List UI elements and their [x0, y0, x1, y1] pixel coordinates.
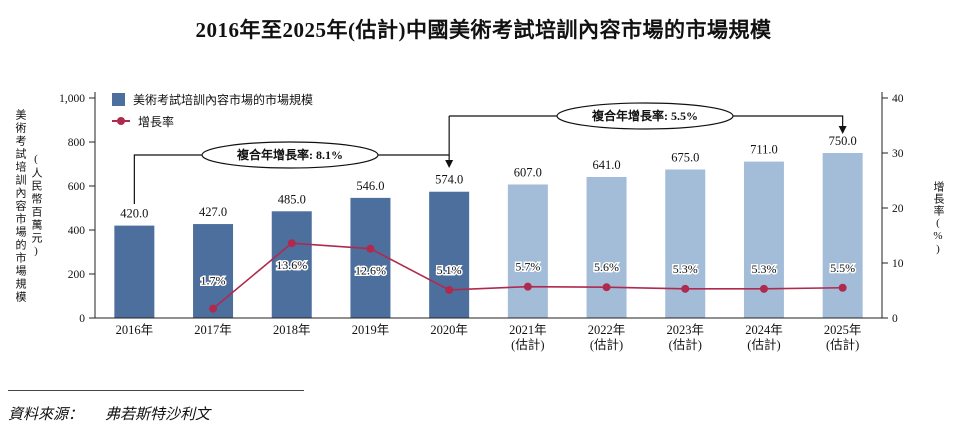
bar-value-label: 675.0	[671, 151, 699, 165]
cagr2-bubble	[556, 102, 734, 130]
y2-tick-label: 20	[892, 203, 904, 215]
growth-point-label: 13.6%	[276, 258, 307, 272]
bar-value-label: 750.0	[829, 134, 857, 148]
growth-point-label: 1.7%	[201, 274, 226, 288]
x-tick-note: (估計)	[826, 337, 859, 352]
growth-legend-marker	[112, 117, 130, 125]
y-tick-label: 600	[68, 181, 86, 193]
left-axis-label: 美術考試培訓內容市場的市場規模 (人民幣百萬元)	[12, 90, 44, 322]
growth-point-label: 12.6%	[355, 264, 386, 278]
y2-tick-label: 0	[892, 313, 898, 325]
growth-point-label: 5.7%	[515, 260, 540, 274]
source-label: 資料來源：	[8, 407, 84, 423]
y2-tick-label: 10	[892, 258, 904, 270]
left-axis-label-unit: (人民幣百萬元)	[30, 153, 42, 259]
y-tick-label: 800	[68, 137, 86, 149]
bar-value-label: 711.0	[750, 143, 778, 157]
bar-value-label: 546.0	[356, 179, 384, 193]
bar-2018年	[271, 211, 312, 318]
bar-2024年	[743, 161, 784, 318]
chart-title: 2016年至2025年(估計)中國美術考試培訓內容市場的市場規模	[195, 18, 772, 42]
x-tick-label: 2020年	[430, 323, 468, 337]
growth-point	[838, 283, 847, 292]
growth-point-label: 5.1%	[437, 263, 462, 277]
bar-2023年	[665, 169, 706, 318]
y-tick-label: 1,000	[59, 93, 85, 105]
bar-value-label: 485.0	[278, 192, 306, 206]
bar-2016年	[114, 225, 155, 318]
growth-legend-dot	[117, 117, 125, 125]
y2-tick-label: 30	[892, 148, 904, 160]
legend: 美術考試培訓內容市場的市場規模 增長率	[112, 92, 313, 136]
x-tick-label: 2019年	[352, 323, 390, 337]
cagr1-bubble	[201, 141, 379, 169]
bar-value-label: 574.0	[435, 173, 463, 187]
growth-point	[366, 244, 375, 253]
bar-value-label: 427.0	[199, 205, 227, 219]
y-tick-label: 0	[79, 313, 85, 325]
bar-value-label: 641.0	[592, 158, 620, 172]
x-tick-note: (估計)	[511, 337, 544, 352]
growth-point	[759, 284, 768, 293]
x-tick-label: 2022年	[588, 323, 626, 337]
growth-point	[445, 285, 454, 294]
growth-point-label: 5.3%	[751, 262, 776, 276]
source-divider	[8, 390, 304, 391]
cagr1-label: 複合年增長率: 8.1%	[236, 147, 343, 162]
growth-point-label: 5.6%	[594, 260, 619, 274]
left-axis-label-main: 美術考試培訓內容市場的市場規模	[14, 108, 26, 304]
growth-point	[602, 283, 611, 292]
source-note: 資料來源： 弗若斯特沙利文	[8, 390, 304, 424]
growth-point	[209, 304, 218, 313]
y-tick-label: 400	[68, 225, 86, 237]
x-tick-label: 2024年	[745, 323, 783, 337]
growth-point	[287, 239, 296, 248]
x-tick-label: 2021年	[509, 323, 547, 337]
growth-legend-label: 增長率	[138, 114, 175, 129]
cagr2-arrowhead	[838, 126, 847, 134]
growth-point	[681, 284, 690, 293]
bar-2019年	[350, 197, 391, 318]
y2-tick-label: 40	[892, 93, 904, 105]
cagr1-arrowhead	[445, 160, 454, 168]
y-tick-label: 200	[68, 269, 86, 281]
plot-svg: 420.0 2016年 427.0 2017年 485.0 2018年 546.0 2019年…	[59, 92, 904, 352]
right-axis-label: 增長率(%)	[932, 181, 944, 256]
bar-2017年	[193, 224, 234, 318]
bar-2021年	[507, 184, 548, 318]
x-tick-label: 2025年	[824, 323, 862, 337]
legend-row-line: 增長率	[112, 114, 313, 129]
legend-row-bars: 美術考試培訓內容市場的市場規模	[112, 92, 314, 107]
growth-point-label: 5.5%	[830, 261, 855, 275]
bar-2020年	[429, 191, 470, 318]
bar-legend-label: 美術考試培訓內容市場的市場規模	[133, 92, 314, 107]
x-tick-label: 2018年	[273, 323, 311, 337]
axis-frame	[94, 92, 883, 319]
growth-point	[523, 282, 532, 291]
x-tick-label: 2023年	[666, 323, 704, 337]
source-value: 弗若斯特沙利文	[105, 407, 211, 423]
x-tick-label: 2017年	[194, 323, 232, 337]
bar-value-label: 420.0	[120, 207, 148, 221]
x-tick-note: (估計)	[747, 337, 780, 352]
bar-2025年	[822, 153, 863, 318]
x-tick-note: (估計)	[669, 337, 702, 352]
bar-legend-swatch	[112, 92, 125, 106]
chart-area: 美術考試培訓內容市場的市場規模 (人民幣百萬元) 增長率(%) 420.0 201…	[0, 56, 967, 374]
x-tick-note: (估計)	[590, 337, 623, 352]
x-tick-label: 2016年	[116, 323, 154, 337]
bar-value-label: 607.0	[514, 165, 542, 179]
bar-2022年	[586, 176, 627, 318]
cagr2-label: 複合年增長率: 5.5%	[591, 108, 698, 123]
growth-point-label: 5.3%	[673, 262, 698, 276]
